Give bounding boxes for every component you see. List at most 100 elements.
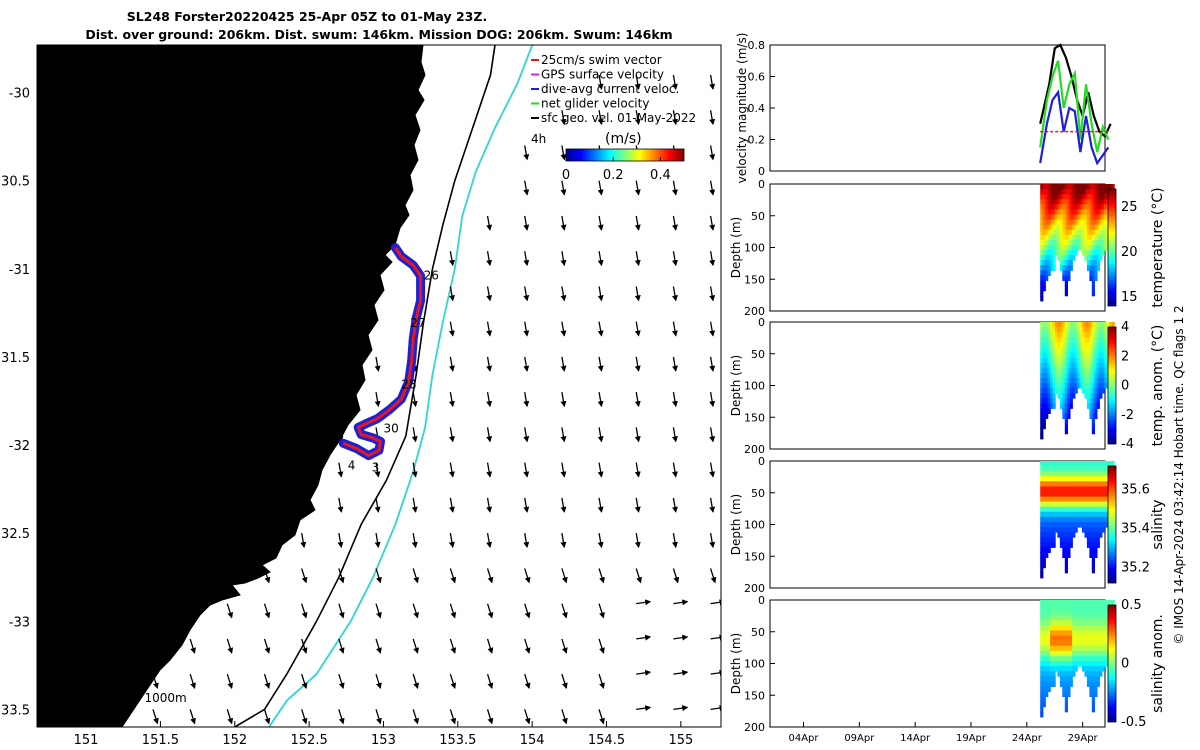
section-colorbar-tick-label: 25 xyxy=(1121,200,1138,215)
section-cell xyxy=(1047,620,1051,626)
section-cell xyxy=(1064,322,1068,328)
section-cell xyxy=(1059,214,1064,221)
section-cell xyxy=(1104,229,1108,236)
section-cell xyxy=(1055,239,1059,246)
section-cell xyxy=(1086,615,1091,621)
section-cell xyxy=(1089,645,1093,652)
section-cell xyxy=(1050,239,1054,246)
section-cell xyxy=(1057,501,1061,508)
section-cell xyxy=(1086,224,1091,231)
section-cell xyxy=(1074,605,1078,611)
section-cell xyxy=(1072,250,1076,256)
section-cell xyxy=(1074,204,1078,210)
section-cell xyxy=(1045,486,1049,492)
section-cell xyxy=(1069,537,1073,543)
section-cell xyxy=(1059,471,1064,477)
section-cell xyxy=(1062,245,1066,251)
section-cell xyxy=(1057,184,1061,190)
section-cell xyxy=(1099,184,1103,190)
section-cell xyxy=(1101,332,1105,338)
section-cell xyxy=(1052,671,1056,677)
section-cell xyxy=(1072,239,1076,246)
section-cell xyxy=(1057,630,1061,637)
section-cell xyxy=(1045,357,1049,364)
section-cell xyxy=(1059,511,1064,518)
section-cell xyxy=(1040,280,1044,287)
section-cell xyxy=(1089,471,1093,477)
section-cell xyxy=(1059,184,1064,190)
section-cell xyxy=(1077,620,1081,626)
section-cell xyxy=(1064,532,1068,538)
section-cell xyxy=(1052,476,1056,482)
velocity-vector xyxy=(338,709,345,725)
velocity-vector xyxy=(226,709,234,725)
velocity-vector xyxy=(375,568,382,584)
section-cell xyxy=(1091,260,1095,266)
section-cell xyxy=(1096,671,1100,677)
section-cell xyxy=(1067,184,1071,190)
section-cell xyxy=(1069,403,1073,409)
colorbar-tick-label: 0.2 xyxy=(603,168,624,183)
section-cell xyxy=(1045,204,1049,210)
section-cell xyxy=(1050,204,1054,210)
velocity-vector xyxy=(709,145,716,161)
section-cell xyxy=(1055,610,1059,616)
section-cell xyxy=(1074,214,1078,221)
section-cell xyxy=(1050,265,1054,271)
section-cell xyxy=(1059,245,1064,251)
section-cell xyxy=(1074,501,1078,508)
section-cell xyxy=(1062,645,1066,652)
section-cell xyxy=(1084,615,1088,621)
section-cell xyxy=(1047,676,1051,682)
section-cell xyxy=(1042,681,1046,687)
section-cell xyxy=(1099,661,1103,667)
section-cell xyxy=(1062,650,1066,657)
section-cell xyxy=(1079,332,1083,338)
section-cell xyxy=(1077,362,1081,369)
section-cell xyxy=(1089,337,1093,343)
section-y-tick-label: 100 xyxy=(744,380,765,393)
velocity-vector xyxy=(523,321,530,337)
section-cell xyxy=(1055,347,1059,353)
section-cell xyxy=(1067,506,1071,513)
section-cell xyxy=(1084,347,1088,353)
section-cell xyxy=(1047,239,1051,246)
section-cell xyxy=(1064,461,1068,467)
section-cell xyxy=(1069,357,1073,364)
section-cell xyxy=(1062,511,1066,518)
section-cell xyxy=(1042,250,1046,256)
section-cell xyxy=(1047,245,1051,251)
section-cell xyxy=(1050,542,1054,548)
section-cell xyxy=(1089,275,1093,281)
velocity-vector xyxy=(263,568,271,584)
section-cell xyxy=(1099,522,1103,528)
section-cell xyxy=(1101,511,1105,518)
velocity-vector xyxy=(189,638,196,654)
section-cell xyxy=(1074,511,1078,518)
velocity-vector xyxy=(597,533,604,549)
section-cell xyxy=(1082,461,1086,467)
section-cell xyxy=(1074,476,1078,482)
section-cell xyxy=(1091,342,1095,348)
section-cell xyxy=(1079,471,1083,477)
section-cell xyxy=(1089,466,1093,472)
section-cell xyxy=(1055,322,1059,328)
section-cell xyxy=(1047,204,1051,210)
map-y-tick-label: -32 xyxy=(9,439,30,454)
section-cell xyxy=(1091,681,1095,687)
section-cell xyxy=(1067,630,1071,637)
section-cell xyxy=(1040,701,1044,708)
section-cell xyxy=(1094,476,1098,482)
section-cell xyxy=(1064,625,1068,631)
section-cell xyxy=(1084,362,1088,369)
section-cell xyxy=(1055,377,1059,384)
velocity-vector xyxy=(598,709,605,725)
section-cell xyxy=(1059,337,1064,343)
velocity-vector xyxy=(523,251,530,267)
section-cell xyxy=(1086,501,1091,508)
velocity-vector xyxy=(448,286,455,302)
section-cell xyxy=(1062,686,1066,692)
